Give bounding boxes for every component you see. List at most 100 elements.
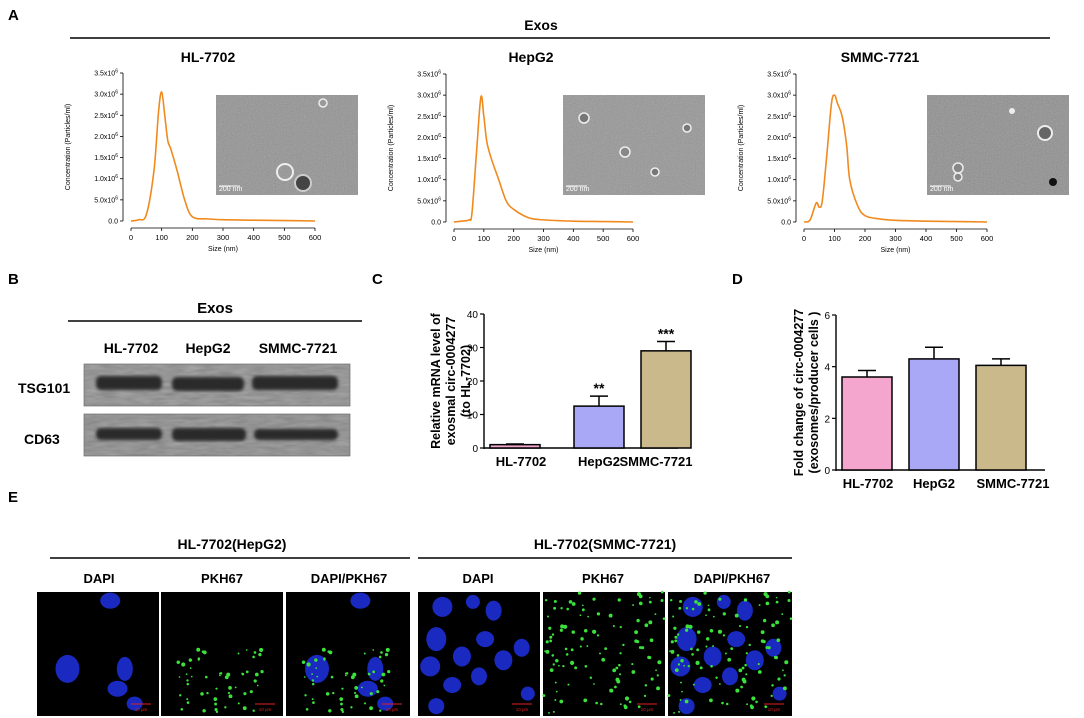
y-tick-label: 5.0x106 [767,196,791,205]
y-tick-label: 10 [467,411,479,422]
tick-exponent: 6 [115,153,118,159]
pkh67-dot [632,604,635,606]
pkh67-dot [352,672,357,677]
pkh67-dot [369,706,374,711]
pkh67-dot [601,657,606,662]
pkh67-dot [559,628,563,632]
pkh67-dot [214,708,218,712]
y-axis-label: exosmal circ-0004277 [444,317,458,446]
pkh67-dot [673,626,677,630]
pkh67-dot [771,684,774,687]
pkh67-dot [662,617,666,620]
tick-exponent: 6 [788,70,791,76]
pkh67-dot [685,607,689,610]
pkh67-dot [679,698,682,701]
pkh67-dot [243,692,247,696]
pkh67-dot [631,663,634,666]
channel-label: PKH67 [582,571,624,586]
pkh67-dot [683,664,686,667]
pkh67-dot [186,701,190,704]
x-tick-label: 400 [567,234,580,243]
y-tick-label: 2.0x106 [94,132,118,141]
pkh67-dot [376,690,380,694]
pkh67-dot [228,694,233,699]
nucleus [107,680,128,697]
tick-exponent: 6 [788,112,791,118]
channel-label: DAPI [462,571,493,586]
pkh67-dot [237,652,240,655]
channel-label: DAPI/PKH67 [311,571,388,586]
pkh67-dot [634,639,638,643]
nucleus [116,656,133,681]
pkh67-dot [304,676,306,678]
pkh67-dot [644,684,648,687]
pkh67-dot [667,694,671,698]
tick-exponent: 6 [115,132,118,138]
y-tick-label: 5.0x106 [94,195,118,204]
pkh67-dot [600,702,603,706]
pkh67-dot [637,705,641,709]
pkh67-dot [549,668,554,673]
pkh67-dot [643,694,647,698]
nucleus [670,656,691,677]
y-tick-label: 6 [824,311,830,322]
pkh67-dot [741,666,745,670]
confocal-panel: 10 μm [418,592,540,716]
pkh67-dot [570,660,575,665]
pkh67-dot [354,686,359,690]
pkh67-dot [589,676,593,679]
pkh67-dot [565,653,569,656]
x-tick-label: 0 [802,234,806,243]
pkh67-dot [644,623,649,628]
pkh67-dot [237,702,240,705]
y-tick-label: 0.0 [108,219,118,226]
pkh67-dot [188,658,193,662]
pkh67-dot [624,696,630,701]
image-background [286,592,410,716]
pkh67-dot [563,624,568,629]
pkh67-dot [760,639,765,643]
y-tick-label: 4 [824,363,830,374]
y-tick-label: 3.5x106 [94,69,118,78]
pkh67-dot [703,591,707,595]
pkh67-dot [687,664,690,668]
pkh67-dot [776,638,781,643]
plot-title: SMMC-7721 [841,49,920,65]
exos-header-b: Exos [197,300,233,317]
pkh67-dot [224,706,227,709]
pkh67-dot [609,688,614,693]
pkh67-dot [202,650,207,655]
pkh67-dot [185,673,188,675]
pkh67-dot [219,674,221,677]
nucleus [703,646,722,667]
pkh67-dot [783,674,786,677]
pkh67-dot [669,598,673,602]
scale-bar-label: 10 μm [641,707,654,712]
pkh67-dot [549,635,553,639]
pkh67-dot [323,658,326,661]
bar [489,443,541,449]
pkh67-dot [770,694,773,698]
pkh67-dot [648,620,653,625]
x-axis-label: Size (nm) [881,247,911,254]
pkh67-dot [190,675,193,678]
pkh67-dot [204,675,208,679]
pkh67-dot [619,625,622,629]
x-tick-label: 300 [537,234,550,243]
x-tick-label: 200 [507,234,520,243]
pkh67-dot [771,623,775,628]
nucleus [432,596,453,617]
nucleus [420,656,441,677]
pkh67-dot [717,629,722,634]
pkh67-dot [767,646,771,650]
pkh67-dot [548,626,552,630]
y-axis-label: (exosomes/producer cells ) [807,312,821,474]
pkh67-dot [650,677,654,681]
significance-marker: ** [594,380,605,396]
nucleus [682,596,703,617]
pkh67-dot [636,618,640,623]
group-label-hepg2: HL-7702(HepG2) [178,536,287,552]
pkh67-dot [640,646,645,650]
scale-bar-label: 10 μm [516,707,529,712]
pkh67-dot [674,639,678,643]
